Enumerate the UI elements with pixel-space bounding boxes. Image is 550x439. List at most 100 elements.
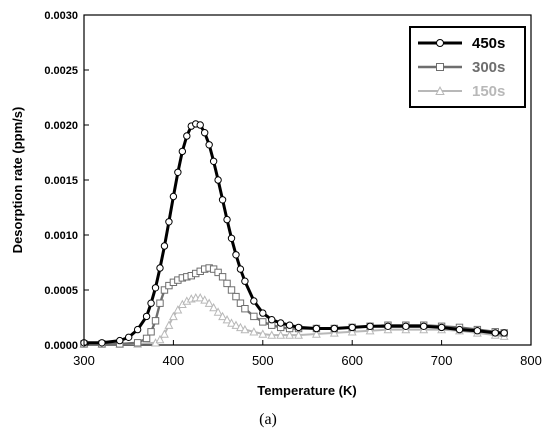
data-point-450s <box>437 323 446 332</box>
data-point-450s <box>214 176 222 184</box>
legend-label-150s: 150s <box>472 83 505 100</box>
data-point-300s <box>232 292 240 301</box>
data-point-450s <box>420 322 428 330</box>
legend-label-300s: 300s <box>472 59 505 76</box>
data-point-450s <box>169 192 178 201</box>
data-point-150s <box>285 330 295 339</box>
data-point-450s <box>125 333 133 341</box>
data-point-150s <box>200 295 210 304</box>
data-point-150s <box>236 322 245 332</box>
y-tick-label: 0.0015 <box>44 175 78 187</box>
data-point-450s <box>223 215 231 224</box>
data-point-450s <box>402 322 410 330</box>
data-point-450s <box>196 121 204 129</box>
data-point-300s <box>156 299 164 307</box>
x-tick-label: 400 <box>163 353 185 368</box>
data-point-150s <box>258 329 268 338</box>
y-tick-label: 0.0030 <box>44 10 78 22</box>
data-point-450s <box>142 312 151 321</box>
data-point-450s <box>183 132 191 140</box>
data-point-150s <box>365 326 375 335</box>
data-point-150s <box>312 329 321 338</box>
data-point-150s <box>249 327 259 336</box>
data-point-450s <box>241 277 249 285</box>
data-point-150s <box>160 329 169 338</box>
y-tick-label: 0.0020 <box>44 120 78 132</box>
legend-label-450s: 450s <box>472 35 505 52</box>
data-point-150s <box>213 307 223 316</box>
x-axis-label: Temperature (K) <box>257 383 356 398</box>
figure-caption: (a) <box>259 411 277 428</box>
y-tick-label: 0.0005 <box>44 285 78 297</box>
legend-marker-450s <box>436 39 444 47</box>
data-point-300s <box>133 339 142 347</box>
data-point-450s <box>174 168 182 177</box>
data-point-300s <box>142 334 151 343</box>
data-point-450s <box>232 251 240 259</box>
data-point-450s <box>200 129 209 137</box>
data-point-450s <box>218 196 227 204</box>
data-point-150s <box>347 327 357 336</box>
data-point-300s <box>259 318 267 326</box>
x-tick-label: 700 <box>431 353 453 368</box>
data-point-450s <box>160 242 169 250</box>
data-point-450s <box>156 264 164 272</box>
data-point-450s <box>473 327 482 335</box>
data-point-450s <box>227 234 236 243</box>
data-point-450s <box>294 323 303 332</box>
data-point-300s <box>218 273 227 281</box>
data-point-150s <box>222 315 232 324</box>
data-point-150s <box>294 330 303 339</box>
data-point-450s <box>133 325 142 334</box>
y-tick-label: 0.0000 <box>44 340 78 352</box>
data-point-450s <box>165 218 173 226</box>
data-point-450s <box>209 157 218 166</box>
legend-marker-300s <box>436 63 444 71</box>
data-point-300s <box>250 312 258 321</box>
data-point-150s <box>204 298 214 307</box>
data-point-300s <box>214 268 222 277</box>
data-point-450s <box>268 316 276 324</box>
data-point-300s <box>241 305 249 313</box>
data-point-150s <box>195 293 205 302</box>
data-point-300s <box>236 299 245 307</box>
data-point-450s <box>259 309 267 317</box>
data-point-300s <box>160 286 169 294</box>
data-point-450s <box>285 321 294 329</box>
x-tick-label: 600 <box>341 353 363 368</box>
data-point-150s <box>329 328 339 337</box>
data-point-300s <box>151 317 160 325</box>
data-point-150s <box>240 324 250 334</box>
data-point-150s <box>168 311 178 321</box>
data-point-150s <box>227 318 236 327</box>
data-point-150s <box>218 311 228 321</box>
data-point-300s <box>223 279 231 288</box>
data-point-150s <box>164 320 174 329</box>
data-point-450s <box>455 325 464 334</box>
data-point-450s <box>147 299 155 307</box>
data-point-450s <box>312 324 321 333</box>
data-point-450s <box>250 297 258 305</box>
data-point-300s <box>147 328 155 336</box>
data-point-450s <box>116 336 124 345</box>
data-point-150s <box>267 330 277 339</box>
legend: 450s 300s 150s <box>409 26 526 108</box>
data-point-150s <box>209 302 219 312</box>
y-tick-label: 0.0010 <box>44 230 78 242</box>
data-point-450s <box>178 147 187 156</box>
y-tick-label: 0.0025 <box>44 65 78 77</box>
data-point-150s <box>173 305 183 314</box>
data-point-450s <box>500 329 508 337</box>
x-tick-label: 800 <box>520 353 542 368</box>
data-point-450s <box>491 329 499 337</box>
data-point-450s <box>98 339 106 347</box>
data-point-150s <box>231 320 241 329</box>
data-point-300s <box>227 286 236 294</box>
data-point-450s <box>205 141 213 149</box>
data-point-450s <box>384 322 392 330</box>
y-axis-label: Desorption rate (ppm/s) <box>10 107 25 254</box>
data-point-450s <box>348 323 356 332</box>
data-point-150s <box>155 334 165 344</box>
data-point-450s <box>276 319 285 327</box>
